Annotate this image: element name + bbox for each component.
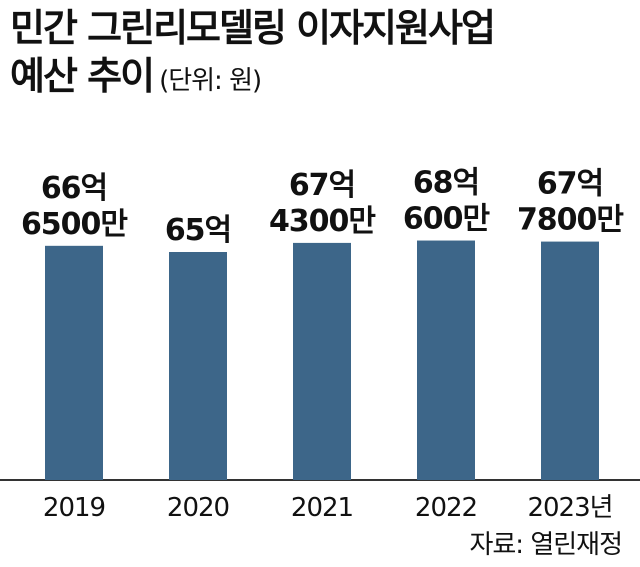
data-label-3-1: 600만 — [403, 202, 491, 237]
title-line-2-wrap: 예산 추이 (단위: 원) — [10, 52, 494, 105]
title-line-1: 민간 그린리모델링 이자지원사업 — [10, 6, 496, 50]
title-line-2: 예산 추이 — [10, 54, 155, 98]
bar-0 — [45, 245, 103, 480]
data-label-0-1: 6500만 — [21, 207, 128, 242]
chart-title: 민간 그린리모델링 이자지원사업 예산 추이 (단위: 원) — [10, 4, 496, 105]
bar-2 — [293, 242, 351, 480]
data-label-0-0: 66억 — [41, 171, 107, 206]
data-label-4-0: 67억 — [537, 167, 603, 202]
x-tick-label-1: 2020 — [167, 493, 229, 523]
bar-4 — [541, 241, 599, 480]
bar-1 — [169, 252, 227, 480]
source-label: 자료: 열린재정 — [469, 530, 623, 560]
data-label-2-0: 67억 — [289, 168, 355, 203]
x-tick-label-2: 2021 — [291, 493, 353, 523]
unit-label: (단위: 원) — [159, 66, 262, 96]
x-tick-label-3: 2022 — [415, 493, 477, 523]
data-label-3-0: 68억 — [413, 166, 479, 201]
bar-3 — [417, 240, 475, 480]
x-tick-label-4: 2023년 — [527, 493, 612, 523]
data-label-2-1: 4300만 — [269, 204, 376, 239]
x-tick-label-0: 2019 — [43, 493, 105, 523]
data-label-1-0: 65억 — [165, 213, 231, 248]
data-label-4-1: 7800만 — [517, 203, 624, 238]
